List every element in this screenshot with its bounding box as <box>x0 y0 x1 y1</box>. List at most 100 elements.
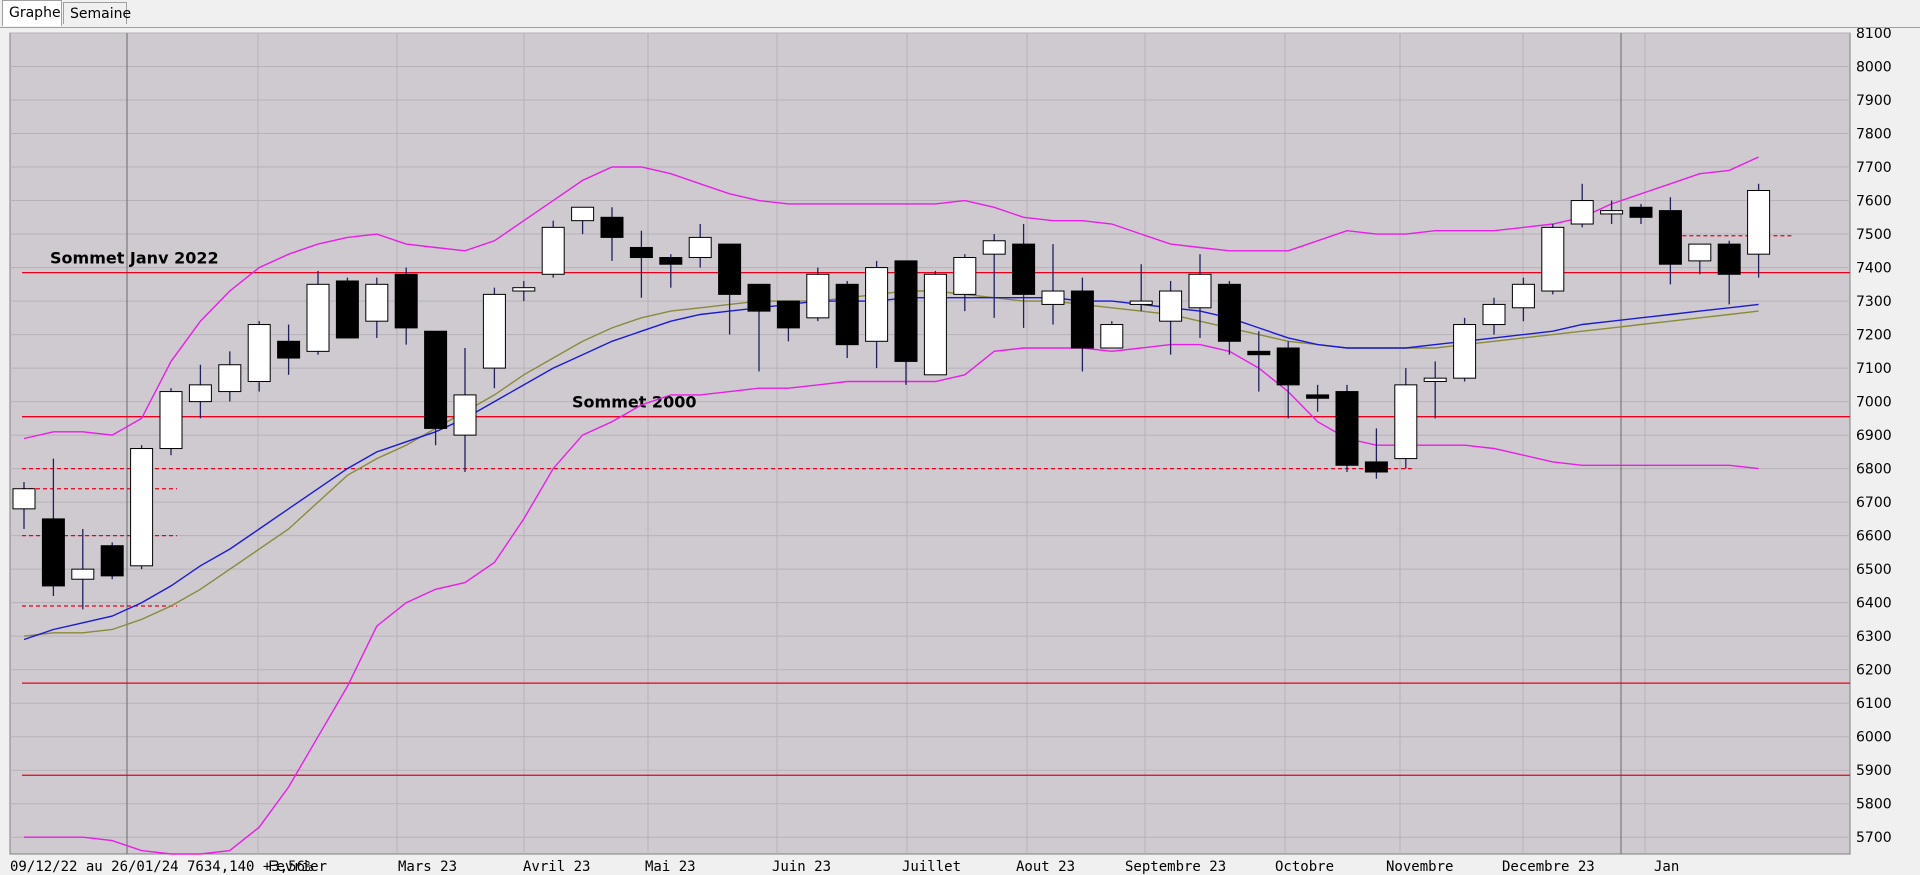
candle <box>688 224 712 268</box>
y-tick-label: 5700 <box>1856 830 1892 846</box>
candle-body <box>1012 243 1036 295</box>
candle <box>100 542 124 580</box>
candle <box>453 347 477 472</box>
x-tick-label: Mai 23 <box>645 859 696 875</box>
y-tick-label: 7200 <box>1856 328 1892 344</box>
candle <box>1335 384 1359 472</box>
candle <box>1247 331 1271 392</box>
x-tick-label: Avril 23 <box>523 859 590 875</box>
candle <box>1629 203 1653 225</box>
y-tick-label: 7700 <box>1856 160 1892 176</box>
candle-body <box>218 364 242 393</box>
candle <box>894 260 918 385</box>
candle-body <box>541 226 565 275</box>
candle <box>1394 368 1418 469</box>
candle <box>188 364 212 419</box>
candle-body <box>12 488 36 510</box>
candle <box>306 270 330 355</box>
candle <box>923 270 947 376</box>
candle-body <box>306 283 330 352</box>
x-tick-label: Aout 23 <box>1016 859 1075 875</box>
candle <box>865 260 889 369</box>
y-tick-label: 6500 <box>1856 562 1892 578</box>
y-tick-label: 8000 <box>1856 60 1892 76</box>
x-tick-label: Octobre <box>1275 859 1334 875</box>
candle <box>659 254 683 288</box>
candle <box>718 243 742 335</box>
candle-body <box>1541 226 1565 292</box>
candle <box>335 277 359 339</box>
candle <box>1188 254 1212 338</box>
candle-body <box>776 300 800 329</box>
y-tick-label: 6100 <box>1856 696 1892 712</box>
candle <box>1747 183 1771 278</box>
plot-area <box>9 32 1851 855</box>
candle <box>159 388 183 456</box>
candle <box>1688 243 1712 275</box>
candle-body <box>41 518 65 587</box>
candle-body <box>1217 283 1241 342</box>
candle-body <box>629 246 653 259</box>
candle <box>1217 280 1241 355</box>
candle <box>277 324 301 375</box>
candle-body <box>424 330 448 429</box>
candle-body <box>482 293 506 369</box>
candle-body <box>688 236 712 259</box>
candle-body <box>277 340 301 359</box>
candle-body <box>453 394 477 436</box>
candle-body <box>1658 210 1682 265</box>
candle-body <box>100 545 124 577</box>
candle-body <box>71 568 95 580</box>
x-tick-label: Decembre 23 <box>1502 859 1595 875</box>
candle <box>600 207 624 261</box>
candle-body <box>1306 394 1330 399</box>
candle-body <box>1747 189 1771 255</box>
tab-semaine[interactable]: Semaine <box>63 2 131 24</box>
candle-body <box>1335 391 1359 466</box>
candle-body <box>1511 283 1535 309</box>
candle <box>1041 244 1065 325</box>
candle <box>1717 240 1741 305</box>
candle-body <box>130 448 154 567</box>
y-tick-label: 6800 <box>1856 462 1892 478</box>
candle <box>1129 264 1153 312</box>
y-tick-label: 8100 <box>1856 28 1892 42</box>
y-tick-label: 7500 <box>1856 227 1892 243</box>
candle-body <box>1364 461 1388 473</box>
candle-body <box>1453 324 1477 379</box>
candle <box>541 220 565 278</box>
y-tick-label: 6600 <box>1856 529 1892 545</box>
candle <box>1453 317 1477 382</box>
candle <box>747 283 771 372</box>
candle-body <box>512 287 536 292</box>
bollinger-upper-line <box>23 156 1759 440</box>
candle-body <box>806 273 830 319</box>
y-tick-label: 7000 <box>1856 395 1892 411</box>
candle <box>1482 297 1506 335</box>
candle-body <box>659 257 683 265</box>
candlestick-chart[interactable]: 5700 5800 5900 6000 6100 6200 6300 6400 6500 6600… <box>0 28 1920 875</box>
bollinger-lower-line <box>24 343 1759 855</box>
candle <box>1658 197 1682 285</box>
candle-body <box>600 216 624 238</box>
candle-body <box>394 273 418 329</box>
y-tick-label: 6400 <box>1856 596 1892 612</box>
candle-body <box>159 391 183 450</box>
tab-graphe[interactable]: Graphe <box>2 0 62 26</box>
candle <box>835 280 859 359</box>
candle-body <box>747 283 771 312</box>
candle <box>1541 224 1565 295</box>
candle-body <box>1247 350 1271 356</box>
y-tick-label: 6300 <box>1856 629 1892 645</box>
candle <box>512 280 536 302</box>
candle-body <box>1129 300 1153 305</box>
candle <box>130 445 154 570</box>
candle-body <box>1276 347 1300 386</box>
y-tick-label: 7600 <box>1856 194 1892 210</box>
candle <box>1159 280 1183 355</box>
candle-body <box>1041 290 1065 305</box>
y-tick-label: 6700 <box>1856 495 1892 511</box>
candle <box>1423 361 1447 419</box>
x-tick-label: Juin 23 <box>772 859 831 875</box>
chart-frame: 5700 5800 5900 6000 6100 6200 6300 6400 6500 6600… <box>0 28 1920 875</box>
